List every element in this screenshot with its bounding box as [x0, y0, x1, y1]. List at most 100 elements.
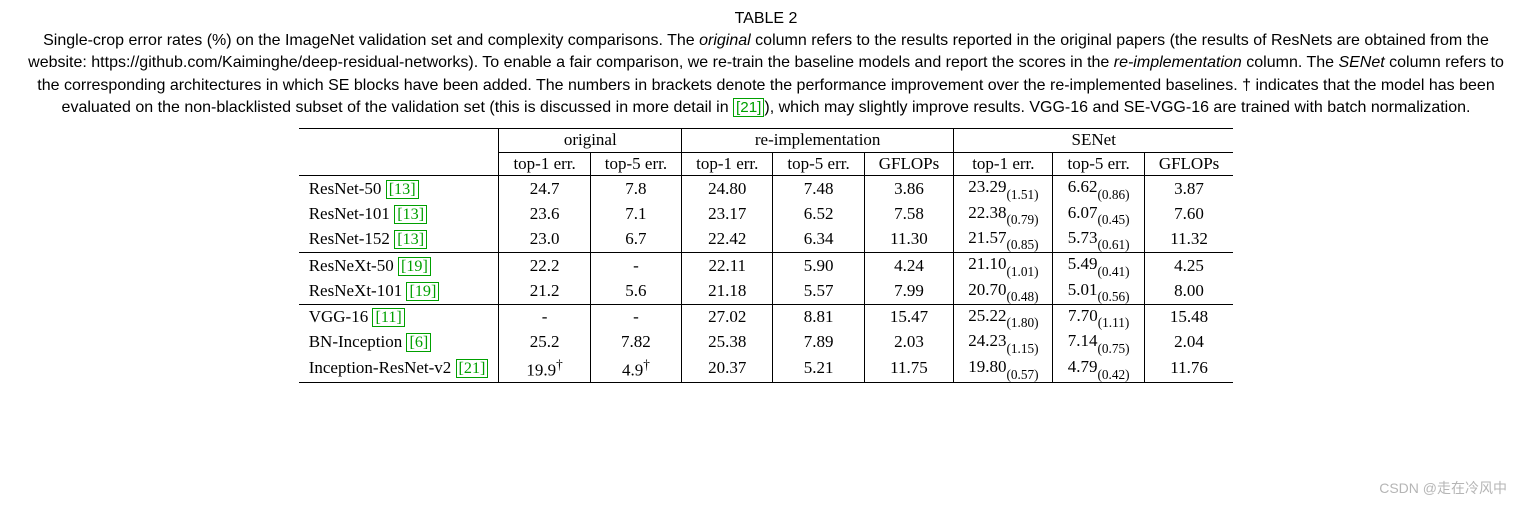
table-cell: VGG-16 [11] — [299, 304, 499, 330]
table-cell: 7.8 — [590, 176, 681, 202]
table-cell: 21.18 — [682, 279, 773, 305]
watermark: CSDN @走在冷风中 — [1379, 478, 1507, 498]
table-row: ResNeXt-50 [19]22.2-22.115.904.2421.10(1… — [299, 253, 1234, 279]
table-row: ResNet-50 [13]24.77.824.807.483.8623.29(… — [299, 176, 1234, 202]
header-blank — [299, 128, 499, 152]
table-cell: Inception-ResNet-v2 [21] — [299, 356, 499, 383]
citation-link[interactable]: [13] — [386, 180, 419, 199]
table-cell: ResNeXt-50 [19] — [299, 253, 499, 279]
table-cell: 7.89 — [773, 330, 864, 355]
citation-link[interactable]: [13] — [394, 230, 427, 249]
table-cell: 27.02 — [682, 304, 773, 330]
header-top1: top-1 err. — [499, 152, 590, 176]
header-top1: top-1 err. — [682, 152, 773, 176]
header-top5: top-5 err. — [590, 152, 681, 176]
table-cell: 5.01(0.56) — [1053, 279, 1144, 305]
table-cell: 4.25 — [1144, 253, 1233, 279]
header-group-senet: SENet — [954, 128, 1234, 152]
table-cell: 7.82 — [590, 330, 681, 355]
header-gflops: GFLOPs — [864, 152, 953, 176]
citation-link[interactable]: [6] — [406, 333, 431, 352]
table-cell: 7.60 — [1144, 202, 1233, 227]
table-cell: - — [590, 304, 681, 330]
header-blank — [299, 152, 499, 176]
table-cell: 7.58 — [864, 202, 953, 227]
caption-em: SENet — [1338, 54, 1384, 71]
table-cell: 7.14(0.75) — [1053, 330, 1144, 355]
table-row: BN-Inception [6]25.27.8225.387.892.0324.… — [299, 330, 1234, 355]
table-cell: 2.03 — [864, 330, 953, 355]
table-row: ResNeXt-101 [19]21.25.621.185.577.9920.7… — [299, 279, 1234, 305]
table-cell: 6.34 — [773, 227, 864, 253]
table-cell: 25.38 — [682, 330, 773, 355]
caption-em: original — [699, 32, 751, 49]
table-cell: ResNet-50 [13] — [299, 176, 499, 202]
table-cell: 15.47 — [864, 304, 953, 330]
table-cell: 15.48 — [1144, 304, 1233, 330]
table-cell: 5.90 — [773, 253, 864, 279]
header-group-original: original — [499, 128, 682, 152]
header-top5: top-5 err. — [1053, 152, 1144, 176]
caption-em: re-implementation — [1114, 54, 1242, 71]
table-caption: Single-crop error rates (%) on the Image… — [20, 30, 1512, 120]
results-table: original re-implementation SENet top-1 e… — [299, 128, 1234, 384]
citation-link[interactable]: [21] — [456, 359, 489, 378]
table-cell: 25.2 — [499, 330, 590, 355]
table-cell: 11.32 — [1144, 227, 1233, 253]
table-cell: 8.00 — [1144, 279, 1233, 305]
caption-text: ), which may slightly improve results. V… — [764, 99, 1470, 116]
table-cell: 21.2 — [499, 279, 590, 305]
citation-link[interactable]: [11] — [372, 308, 404, 327]
table-cell: 5.57 — [773, 279, 864, 305]
table-row: ResNet-152 [13]23.06.722.426.3411.3021.5… — [299, 227, 1234, 253]
table-cell: 6.62(0.86) — [1053, 176, 1144, 202]
table-cell: 23.0 — [499, 227, 590, 253]
table-cell: 6.52 — [773, 202, 864, 227]
table-cell: 24.80 — [682, 176, 773, 202]
citation-link[interactable]: [19] — [406, 282, 439, 301]
table-cell: ResNeXt-101 [19] — [299, 279, 499, 305]
table-cell: ResNet-152 [13] — [299, 227, 499, 253]
header-gflops: GFLOPs — [1144, 152, 1233, 176]
header-group-reimpl: re-implementation — [682, 128, 954, 152]
table-cell: 4.79(0.42) — [1053, 356, 1144, 383]
table-cell: 3.86 — [864, 176, 953, 202]
table-cell: - — [499, 304, 590, 330]
table-cell: 23.6 — [499, 202, 590, 227]
table-cell: 7.1 — [590, 202, 681, 227]
table-cell: 23.29(1.51) — [954, 176, 1053, 202]
table-cell: 5.21 — [773, 356, 864, 383]
caption-text: Single-crop error rates (%) on the Image… — [43, 32, 699, 49]
citation-link[interactable]: [19] — [398, 257, 431, 276]
table-cell: 4.24 — [864, 253, 953, 279]
header-top1: top-1 err. — [954, 152, 1053, 176]
table-cell: 19.80(0.57) — [954, 356, 1053, 383]
citation-link[interactable]: [21] — [733, 98, 764, 117]
table-cell: 5.49(0.41) — [1053, 253, 1144, 279]
table-row: Inception-ResNet-v2 [21]19.9†4.9†20.375.… — [299, 356, 1234, 383]
table-cell: BN-Inception [6] — [299, 330, 499, 355]
table-cell: 19.9† — [499, 356, 590, 383]
table-cell: 22.38(0.79) — [954, 202, 1053, 227]
table-cell: 7.99 — [864, 279, 953, 305]
table-cell: 5.73(0.61) — [1053, 227, 1144, 253]
table-cell: 11.30 — [864, 227, 953, 253]
table-cell: 21.57(0.85) — [954, 227, 1053, 253]
table-cell: 22.11 — [682, 253, 773, 279]
table-cell: 23.17 — [682, 202, 773, 227]
header-top5: top-5 err. — [773, 152, 864, 176]
table-cell: 22.2 — [499, 253, 590, 279]
table-cell: 21.10(1.01) — [954, 253, 1053, 279]
table-cell: 6.7 — [590, 227, 681, 253]
table-cell: 20.70(0.48) — [954, 279, 1053, 305]
table-row: VGG-16 [11]--27.028.8115.4725.22(1.80)7.… — [299, 304, 1234, 330]
table-cell: 24.23(1.15) — [954, 330, 1053, 355]
table-cell: 7.70(1.11) — [1053, 304, 1144, 330]
table-cell: - — [590, 253, 681, 279]
citation-link[interactable]: [13] — [394, 205, 427, 224]
table-cell: 6.07(0.45) — [1053, 202, 1144, 227]
table-cell: 7.48 — [773, 176, 864, 202]
table-cell: 24.7 — [499, 176, 590, 202]
table-cell: 2.04 — [1144, 330, 1233, 355]
table-cell: 22.42 — [682, 227, 773, 253]
